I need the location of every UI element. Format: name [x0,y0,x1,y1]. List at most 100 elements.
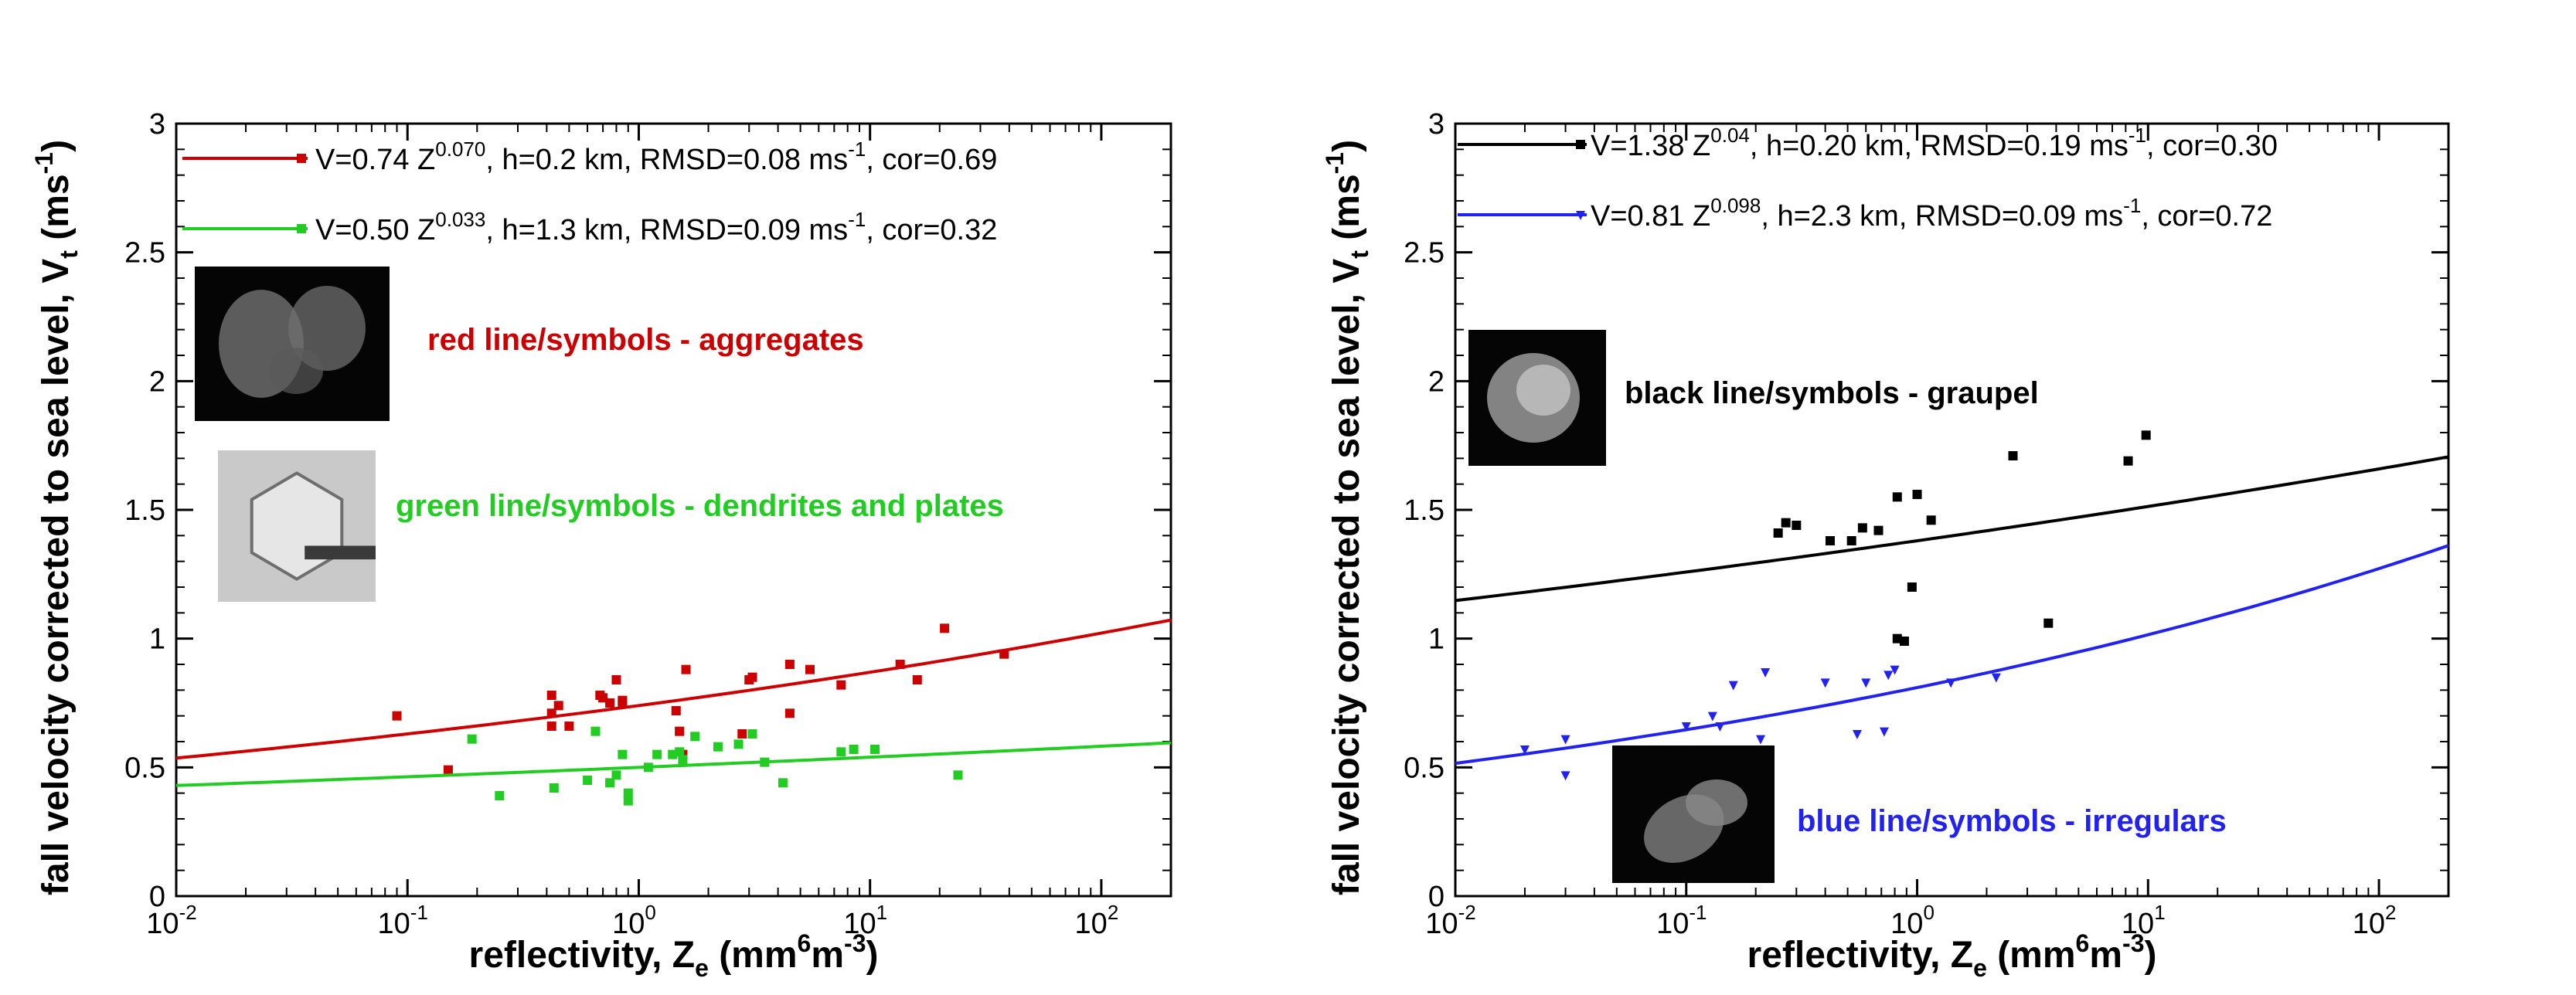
data-point [1879,727,1889,737]
data-point [760,757,770,767]
x-tick-label: 10-1 [378,901,428,940]
aggregate-blob [269,348,323,394]
data-point [1926,515,1936,525]
data-point [1873,525,1884,535]
x-axis-label: reflectivity, Ze (mm6m-3) [469,929,879,982]
fit-line-irregulars [1455,544,2449,766]
data-point [744,675,754,684]
legend-text: V=1.38 Z0.04, h=0.20 km, RMSD=0.19 ms-1,… [1591,124,2278,162]
data-point [618,749,628,759]
fit-line-aggregates [175,618,1172,760]
data-point [564,722,574,731]
data-point [1707,711,1717,722]
data-point [2141,430,2151,440]
data-point [805,664,815,674]
data-point [623,788,633,798]
legend-marker [1576,140,1585,149]
data-point [895,660,905,669]
y-tick-label: 3 [149,108,165,141]
data-point [467,734,477,744]
data-point [1792,521,1802,530]
data-point [1773,528,1783,538]
data-point [652,749,662,759]
annotation-text: red line/symbols - aggregates [427,323,864,357]
data-point [681,664,691,674]
data-point [546,722,556,731]
data-point [1899,637,1909,646]
data-point [1728,681,1738,691]
y-tick-label: 2.5 [1404,237,1445,270]
data-point [1892,492,1902,502]
data-point [611,770,621,780]
data-point [1946,678,1956,688]
y-tick-label: 1.5 [1404,494,1445,527]
data-point [849,745,859,754]
data-point [546,708,556,718]
y-axis-label: fall velocity corrected to sea level, Vt… [1321,140,1373,895]
data-point [1519,745,1530,755]
y-axis-label: fall velocity corrected to sea level, Vt… [30,140,83,895]
data-point [1781,518,1791,528]
x-tick-label: 101 [2122,901,2166,940]
probe-shape [305,545,376,560]
data-point [1715,722,1725,732]
data-point [618,695,628,705]
y-tick-label: 0.5 [124,752,165,784]
data-point [1991,673,2001,683]
data-point [784,708,795,718]
data-point [953,770,963,780]
data-point [1681,722,1691,732]
data-point [713,742,723,752]
x-tick-label: 10-1 [1656,901,1707,940]
data-point [549,783,559,793]
particle-image [195,267,390,421]
data-point [1756,735,1766,745]
chart-panel-2: 0 0.5 1 1.5 2 2.5 3 10-2 10-1 100 101 102 V=1.38 Z0.… [1321,108,2450,982]
legend-text: V=0.81 Z0.098, h=2.3 km, RMSD=0.09 ms-1,… [1591,194,2272,233]
x-tick-label: 100 [1890,901,1935,940]
data-point [1825,536,1835,545]
y-tick-label: 2 [1428,365,1445,398]
data-point [1892,633,1902,644]
x-tick-label: 102 [2353,901,2397,940]
data-point [733,739,744,749]
data-point [443,765,453,775]
data-point [690,732,700,742]
x-tick-label: 10-2 [146,901,196,940]
fit-line-graupel [1455,455,2449,603]
y-tick-label: 1 [149,623,165,656]
data-point [940,623,950,633]
data-point [546,691,556,700]
data-point [1857,523,1867,533]
x-tick-label: 101 [843,901,887,940]
data-point [611,675,621,684]
legend-marker [297,224,306,233]
y-tick-label: 1.5 [124,494,165,527]
data-point [870,745,880,754]
y-tick-label: 0 [1428,881,1445,913]
aggregate-blob [288,286,366,371]
data-point [912,675,922,684]
data-point [2043,618,2054,628]
y-tick-label: 0.5 [1404,752,1445,784]
x-tick-label: 102 [1075,901,1119,940]
data-point [999,649,1009,659]
annotation-text: black line/symbols - graupel [1625,376,2039,410]
x-axis-label: reflectivity, Ze (mm6m-3) [1747,929,2157,982]
data-point [1560,771,1570,781]
data-point [1890,665,1900,675]
data-point [784,660,795,669]
data-point [590,726,601,736]
data-point [553,701,563,711]
graupel-blob [1516,365,1570,416]
data-point [1852,730,1862,739]
y-tick-label: 3 [1428,108,1445,141]
data-point [1861,678,1871,688]
data-point [836,680,846,690]
x-tick-label: 100 [612,901,656,940]
data-point [778,778,788,788]
y-tick-label: 0 [149,881,165,913]
legend-text: V=0.50 Z0.033, h=1.3 km, RMSD=0.09 ms-1,… [315,208,997,246]
legend-text: V=0.74 Z0.070, h=0.2 km, RMSD=0.08 ms-1,… [315,138,997,176]
